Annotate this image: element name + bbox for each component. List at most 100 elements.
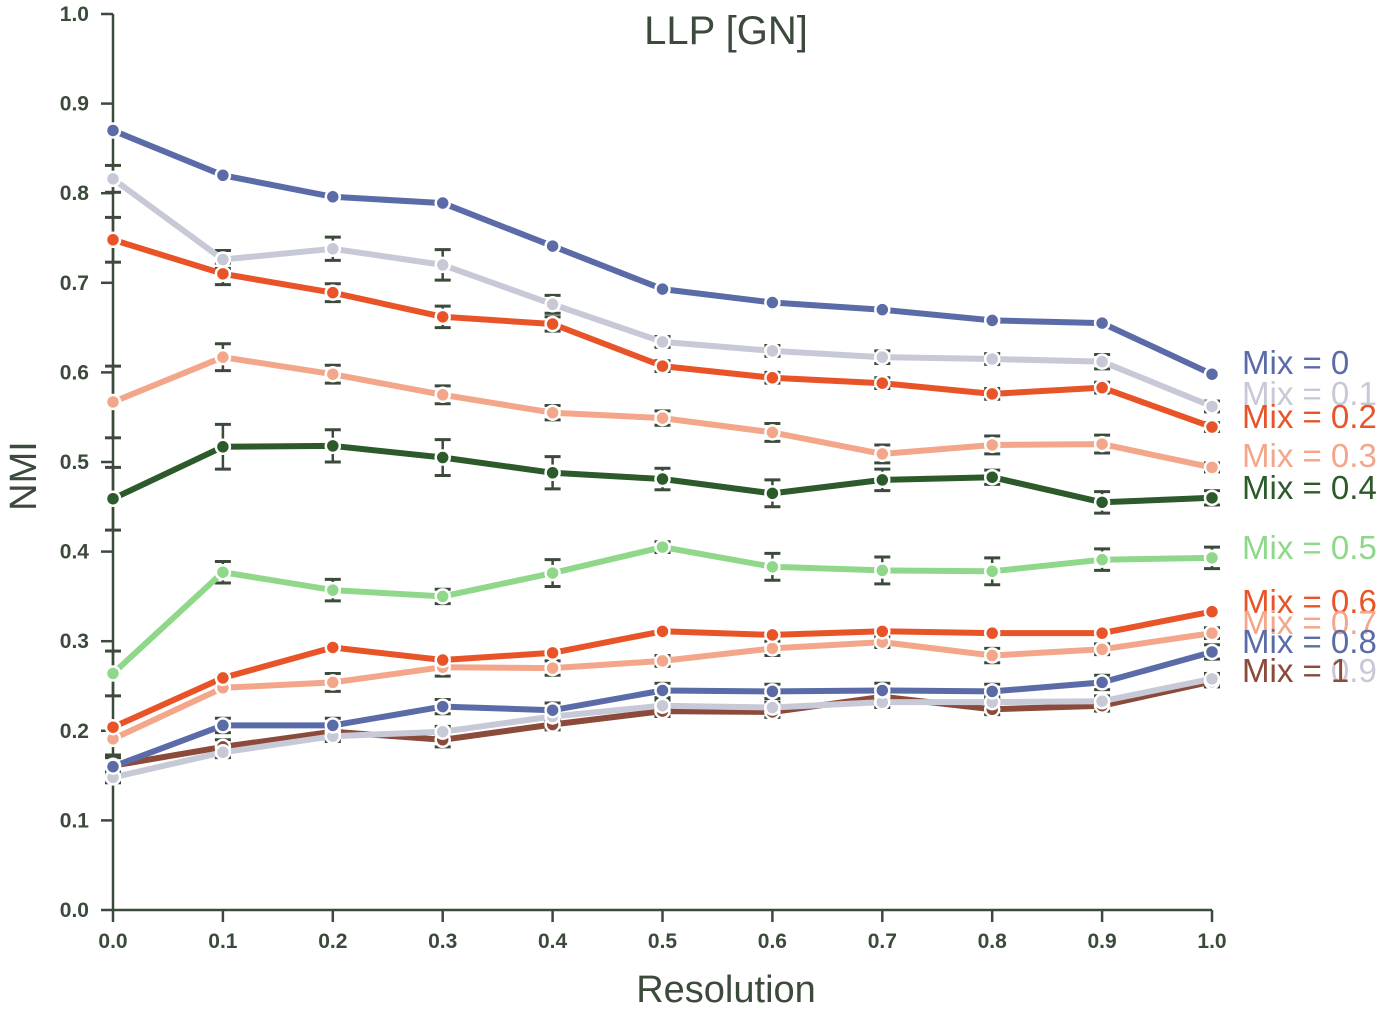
- legend-entry: Mix = 0.6: [1242, 583, 1377, 620]
- legend-entry: Mix = 0.3: [1242, 437, 1377, 474]
- data-point: [544, 237, 561, 255]
- legend-entry: Mix = 0.2: [1242, 398, 1377, 435]
- data-point: [214, 265, 232, 283]
- x-tick-label: 0.3: [428, 930, 457, 953]
- y-tick-label: 1.0: [60, 3, 89, 26]
- data-point: [324, 188, 342, 206]
- data-point: [983, 468, 1001, 486]
- data-point: [874, 374, 891, 392]
- data-point: [544, 404, 561, 421]
- data-point: [434, 698, 451, 715]
- data-point: [434, 723, 451, 740]
- legend-entry: Mix = 0: [1242, 344, 1349, 381]
- data-point: [654, 280, 671, 298]
- data-point: [434, 256, 451, 274]
- data-point: [654, 682, 671, 699]
- data-point: [1093, 379, 1111, 396]
- x-tick-label: 0.7: [868, 930, 897, 953]
- chart-title: LLP [GN]: [644, 9, 808, 53]
- data-point: [104, 665, 122, 682]
- x-tick-label: 0.6: [758, 930, 787, 953]
- data-point: [324, 437, 342, 455]
- x-tick-label: 0.0: [98, 930, 127, 953]
- data-point: [764, 369, 781, 387]
- data-point: [1203, 459, 1221, 476]
- data-point: [1093, 641, 1111, 658]
- series-line-2: [110, 236, 1215, 431]
- y-tick-label: 0.4: [60, 541, 90, 564]
- data-point: [214, 717, 232, 734]
- data-point: [324, 639, 342, 656]
- x-axis-title: Resolution: [636, 969, 816, 1009]
- data-point: [654, 623, 671, 640]
- y-axis-title: NMI: [3, 441, 45, 511]
- x-tick-label: 0.8: [978, 930, 1008, 953]
- y-tick-label: 0.7: [60, 272, 89, 295]
- data-point: [874, 445, 891, 463]
- data-point: [1203, 365, 1221, 383]
- y-tick-label: 0.3: [60, 630, 89, 653]
- data-point: [1093, 314, 1111, 332]
- legend-entry: Mix = 0.4: [1242, 469, 1377, 506]
- data-point: [324, 717, 342, 734]
- data-point: [874, 623, 891, 640]
- data-point: [214, 438, 232, 456]
- x-tick-label: 0.9: [1087, 930, 1116, 953]
- data-point: [214, 251, 232, 268]
- data-point: [324, 581, 342, 599]
- data-point: [654, 652, 671, 670]
- data-point: [654, 697, 671, 714]
- y-tick-label: 0.8: [60, 182, 90, 205]
- data-point: [104, 231, 122, 249]
- legend-entry: Mix = 0.1: [1242, 375, 1377, 412]
- data-point: [104, 393, 122, 411]
- data-point: [983, 312, 1001, 329]
- data-point: [544, 701, 561, 719]
- data-point: [764, 699, 781, 716]
- data-point: [764, 294, 781, 311]
- y-tick-label: 0.2: [60, 720, 89, 743]
- data-point: [1093, 551, 1111, 568]
- series-lines: [110, 127, 1215, 781]
- x-tick-label: 1.0: [1197, 930, 1226, 953]
- data-point: [434, 308, 451, 326]
- data-point: [544, 644, 561, 662]
- data-point: [654, 538, 671, 556]
- data-point: [1203, 489, 1221, 507]
- data-point: [214, 744, 232, 761]
- data-point: [434, 449, 451, 466]
- data-point: [434, 588, 451, 605]
- data-point: [983, 563, 1001, 580]
- data-point: [214, 563, 232, 581]
- data-point: [654, 333, 671, 351]
- data-point: [214, 348, 232, 366]
- legend-entry: Mix = 1: [1242, 652, 1349, 689]
- data-point: [983, 385, 1001, 403]
- data-point: [874, 348, 891, 366]
- data-point: [324, 674, 342, 691]
- data-point: [654, 470, 671, 488]
- legend-entry: Mix = 0.7: [1242, 604, 1377, 641]
- data-point: [764, 424, 781, 441]
- legend-entry: Mix = 0.5: [1242, 529, 1377, 566]
- data-point: [104, 758, 122, 775]
- x-tick-label: 0.4: [538, 930, 568, 953]
- data-point: [1203, 643, 1221, 661]
- data-point: [654, 357, 671, 375]
- data-point: [983, 436, 1001, 454]
- data-point: [1093, 674, 1111, 691]
- data-point: [983, 683, 1001, 700]
- data-point: [983, 647, 1001, 664]
- data-point: [874, 471, 891, 489]
- data-point: [214, 669, 232, 687]
- data-point: [434, 194, 451, 212]
- data-point: [1093, 353, 1111, 370]
- data-point: [983, 624, 1001, 642]
- y-tick-label: 0.9: [60, 93, 89, 116]
- data-point: [1093, 435, 1111, 453]
- data-point: [654, 409, 671, 427]
- data-point: [104, 122, 122, 139]
- data-point: [544, 296, 561, 313]
